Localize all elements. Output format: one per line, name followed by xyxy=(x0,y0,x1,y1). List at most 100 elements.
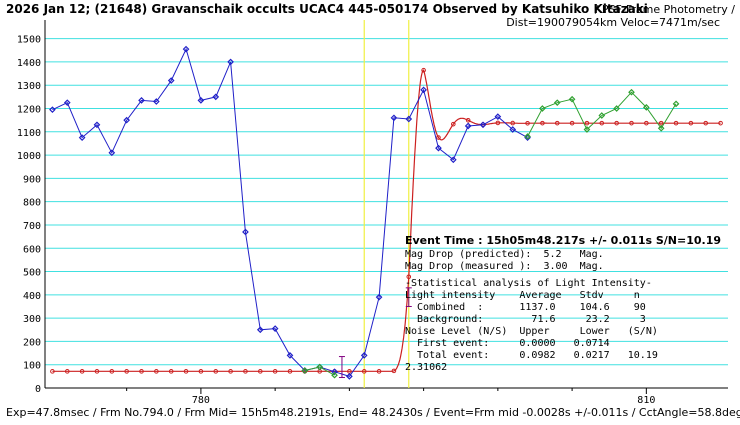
data-point xyxy=(539,105,546,112)
y-tick-label: 300 xyxy=(23,314,41,325)
data-point xyxy=(613,105,620,112)
y-tick-label: 1400 xyxy=(17,58,41,69)
model-point xyxy=(243,369,248,374)
model-point xyxy=(79,369,85,374)
chart-subtitle-right: / PSF-Frame Photometry / xyxy=(595,3,736,16)
model-point xyxy=(584,120,590,126)
data-point xyxy=(93,121,101,129)
data-point xyxy=(360,352,368,359)
model-point xyxy=(64,369,70,374)
event-time-text: Event Time : 15h05m48.217s +/- 0.011s S/… xyxy=(405,234,721,247)
data-point xyxy=(256,326,264,334)
extra-value: 2.31062 xyxy=(405,362,447,373)
model-point xyxy=(718,120,723,126)
model-point xyxy=(569,120,575,126)
model-point xyxy=(703,120,709,126)
data-point xyxy=(479,121,487,129)
y-tick-label: 1100 xyxy=(17,128,41,139)
x-tick-label: 810 xyxy=(637,395,655,406)
data-point xyxy=(405,115,413,123)
model-point xyxy=(139,369,144,374)
noise-total-event: Total event: 0.0982 0.0217 10.19 xyxy=(405,350,658,361)
model-point xyxy=(124,369,129,374)
model-point xyxy=(391,368,397,374)
model-point xyxy=(495,120,501,126)
data-series xyxy=(49,45,723,380)
x-tick-label: 780 xyxy=(192,395,210,406)
data-point xyxy=(123,116,131,124)
model-point xyxy=(540,120,545,126)
model-point xyxy=(183,369,189,374)
data-point xyxy=(286,352,294,359)
data-point xyxy=(138,97,145,104)
data-point xyxy=(628,88,635,96)
data-point xyxy=(331,371,338,379)
y-tick-label: 900 xyxy=(23,174,41,185)
observed-line-blue xyxy=(52,47,528,377)
mag-drop-measured: Mag Drop (measured ): 3.00 Mag. xyxy=(405,261,604,272)
y-tick-label: 1000 xyxy=(17,151,41,162)
model-point xyxy=(198,369,204,374)
data-point xyxy=(212,93,220,101)
data-point xyxy=(568,95,576,103)
model-point xyxy=(154,369,159,374)
data-point xyxy=(583,126,591,133)
model-point xyxy=(376,369,382,374)
data-point xyxy=(316,363,324,371)
event-lines xyxy=(363,20,410,388)
model-point xyxy=(421,67,426,73)
data-point xyxy=(49,106,56,114)
model-curve xyxy=(52,69,721,372)
data-point xyxy=(642,103,650,111)
model-point xyxy=(525,120,530,126)
data-point xyxy=(182,45,190,53)
data-point xyxy=(197,97,205,104)
model-point xyxy=(213,369,219,374)
data-point xyxy=(390,114,398,122)
noise-first-event: First event: 0.0000 0.0714 xyxy=(405,338,610,349)
stats-combined-row: Combined : 1137.0 104.6 90 xyxy=(405,302,646,313)
data-point xyxy=(494,113,502,121)
data-point xyxy=(331,368,338,376)
model-point xyxy=(109,369,115,374)
data-point xyxy=(167,77,175,84)
model-point xyxy=(510,120,516,126)
data-point xyxy=(449,156,457,164)
x-tick-labels: 780 810 xyxy=(192,395,655,406)
model-point xyxy=(644,120,649,126)
model-point xyxy=(361,369,367,374)
data-point xyxy=(242,228,249,236)
y-tick-label: 1500 xyxy=(17,35,41,46)
observed-line-green xyxy=(304,91,677,376)
data-point xyxy=(227,58,234,66)
y-tick-labels: 0 100 200 300 400 500 600 700 800 900 1000 1100 1200… xyxy=(17,35,41,395)
model-point xyxy=(465,117,471,123)
y-tick-label: 600 xyxy=(23,244,41,255)
model-point xyxy=(599,120,605,126)
data-point xyxy=(435,144,442,152)
stats-column-header: Light intensity Average Stdv n xyxy=(405,290,640,301)
data-point xyxy=(346,373,353,380)
noise-header: Noise Level (N/S) Upper Lower (S/N) xyxy=(405,326,658,337)
axes xyxy=(44,20,728,394)
data-point xyxy=(464,122,472,130)
data-point xyxy=(78,134,86,141)
chart-subtitle-line2: Dist=190079054km Veloc=7471m/sec xyxy=(506,16,720,29)
model-point xyxy=(50,369,55,374)
chart-title: 2026 Jan 12; (21648) Gravanschaik occult… xyxy=(6,2,648,16)
data-point xyxy=(153,98,160,105)
data-point xyxy=(301,367,309,374)
y-tick-label: 500 xyxy=(23,268,41,279)
y-tick-label: 1300 xyxy=(17,81,41,92)
model-point xyxy=(228,369,233,374)
model-point xyxy=(272,369,278,374)
y-tick-label: 1200 xyxy=(17,105,41,116)
model-point xyxy=(688,120,694,126)
model-point xyxy=(168,369,174,374)
model-point xyxy=(94,369,100,374)
y-tick-label: 100 xyxy=(23,361,41,372)
model-point xyxy=(287,369,293,374)
model-point xyxy=(451,121,456,127)
model-point xyxy=(673,120,679,126)
